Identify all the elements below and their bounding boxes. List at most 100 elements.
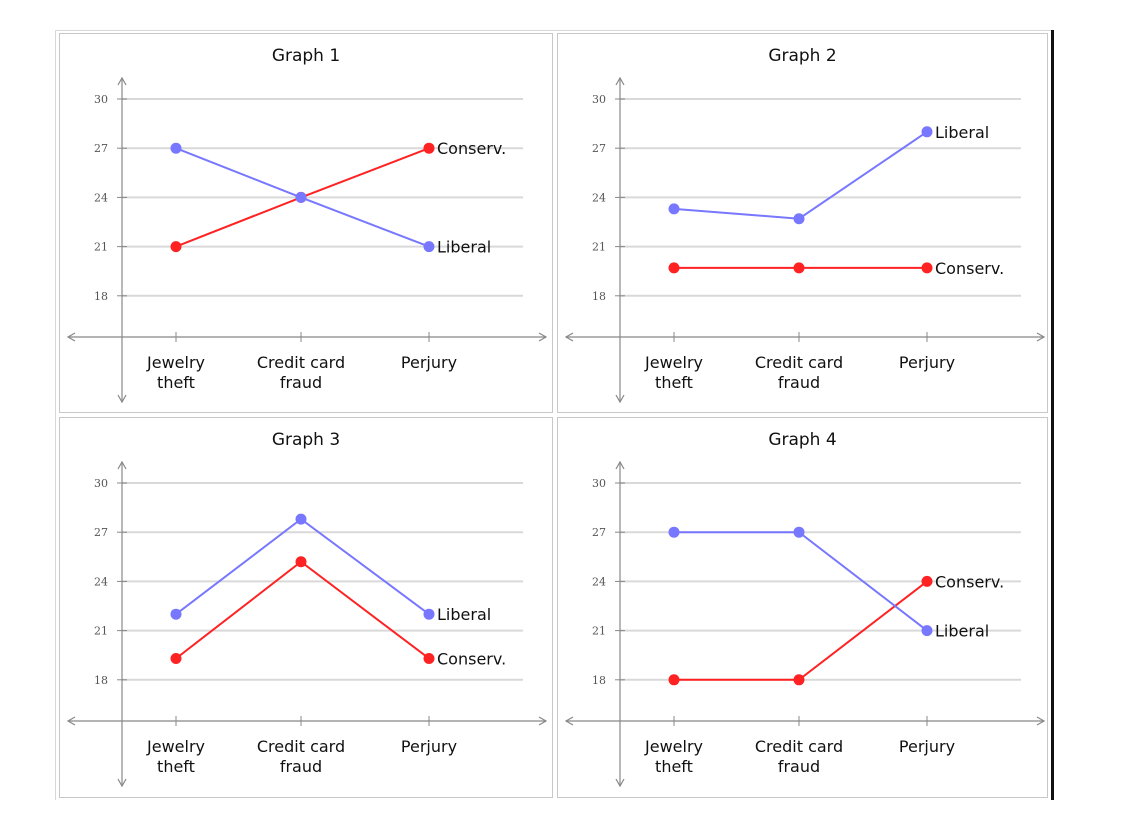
- x-tick-label: Credit card: [257, 737, 345, 756]
- y-axis-arrow-up: [117, 460, 127, 470]
- data-point-conserv: [295, 556, 307, 568]
- x-tick-label: Jewelry: [146, 353, 205, 372]
- data-point-liberal: [295, 513, 307, 525]
- data-point-liberal: [170, 142, 182, 154]
- y-tick-label: 21: [592, 625, 606, 638]
- y-tick-label: 27: [592, 142, 606, 155]
- x-axis-arrow-right: [538, 332, 548, 342]
- x-tick-label: theft: [655, 757, 693, 776]
- graph-panel-2: Graph 2 18 21 24 27 30 Jewelry theft Credit car…: [557, 33, 1048, 413]
- x-tick-label: fraud: [280, 757, 322, 776]
- y-tick-label: 18: [94, 674, 108, 687]
- data-point-conserv: [793, 262, 805, 274]
- graph-panel-1: Graph 1 18 21 24 27 30 Jewelry theft Credit car…: [59, 33, 553, 413]
- data-point-conserv: [793, 674, 805, 686]
- y-tick-label: 24: [592, 575, 606, 588]
- x-axis-arrow-right: [1036, 716, 1046, 726]
- data-point-conserv: [921, 262, 933, 274]
- data-point-liberal: [793, 213, 805, 225]
- data-point-conserv: [170, 652, 182, 664]
- x-axis-arrow-right: [1036, 332, 1046, 342]
- y-tick-label: 27: [94, 526, 108, 539]
- x-tick-label: theft: [655, 373, 693, 392]
- x-axis-arrow-left: [564, 332, 574, 342]
- series-line-conserv: [175, 560, 430, 660]
- x-tick-label: theft: [157, 757, 195, 776]
- graph-panel-3: Graph 3 18 21 24 27 30 Jewelry theft Credit car…: [59, 417, 553, 798]
- y-tick-label: 18: [592, 290, 606, 303]
- y-tick-label: 18: [592, 674, 606, 687]
- data-point-conserv: [668, 674, 680, 686]
- y-tick-label: 18: [94, 290, 108, 303]
- series-label-liberal: Liberal: [935, 123, 989, 142]
- y-tick-label: 30: [592, 93, 606, 106]
- right-border-rule: [1051, 30, 1054, 800]
- data-point-liberal: [295, 191, 307, 203]
- x-tick-label: fraud: [778, 373, 820, 392]
- x-axis-arrow-left: [564, 716, 574, 726]
- data-point-liberal: [423, 241, 435, 253]
- data-point-conserv: [423, 142, 435, 154]
- x-tick-label: Perjury: [401, 353, 457, 372]
- series-label-liberal: Liberal: [437, 238, 491, 257]
- y-tick-label: 30: [94, 93, 108, 106]
- x-tick-label: Perjury: [899, 353, 955, 372]
- x-tick-label: fraud: [778, 757, 820, 776]
- x-tick-label: Perjury: [899, 737, 955, 756]
- series-label-conserv: Conserv.: [437, 649, 506, 668]
- series-label-liberal: Liberal: [437, 605, 491, 624]
- y-axis-arrow-down: [615, 394, 625, 404]
- data-point-liberal: [921, 126, 933, 138]
- y-tick-label: 30: [592, 477, 606, 490]
- graph-panel-4: Graph 4 18 21 24 27 30 Jewelry theft Credit car…: [557, 417, 1048, 798]
- y-tick-label: 27: [592, 526, 606, 539]
- series-label-conserv: Conserv.: [935, 572, 1004, 591]
- y-tick-label: 27: [94, 142, 108, 155]
- y-axis-arrow-up: [615, 460, 625, 470]
- series-line-liberal: [673, 130, 928, 220]
- y-axis-arrow-down: [117, 394, 127, 404]
- x-tick-label: Credit card: [257, 353, 345, 372]
- graph-title: Graph 1: [271, 46, 341, 66]
- x-tick-label: Jewelry: [146, 737, 205, 756]
- y-axis-arrow-up: [117, 76, 127, 86]
- x-tick-label: Perjury: [401, 737, 457, 756]
- x-axis-arrow-left: [66, 716, 76, 726]
- y-axis-arrow-down: [117, 778, 127, 788]
- x-axis-arrow-left: [66, 332, 76, 342]
- data-point-conserv: [423, 652, 435, 664]
- y-tick-label: 21: [94, 625, 108, 638]
- data-point-conserv: [668, 262, 680, 274]
- x-axis-arrow-right: [538, 716, 548, 726]
- series-label-conserv: Conserv.: [935, 259, 1004, 278]
- outer-frame: [55, 30, 1052, 800]
- data-point-liberal: [423, 608, 435, 620]
- x-tick-label: Jewelry: [644, 353, 703, 372]
- x-tick-label: Credit card: [755, 737, 843, 756]
- data-point-conserv: [921, 575, 933, 587]
- x-tick-label: fraud: [280, 373, 322, 392]
- y-tick-label: 21: [592, 241, 606, 254]
- data-point-liberal: [921, 625, 933, 637]
- series-label-liberal: Liberal: [935, 622, 989, 641]
- graph-title: Graph 3: [271, 430, 341, 450]
- y-tick-label: 24: [94, 191, 108, 204]
- y-axis-arrow-down: [615, 778, 625, 788]
- y-tick-label: 30: [94, 477, 108, 490]
- data-point-liberal: [793, 526, 805, 538]
- series-label-conserv: Conserv.: [437, 139, 506, 158]
- data-point-liberal: [668, 526, 680, 538]
- y-tick-label: 21: [94, 241, 108, 254]
- x-tick-label: theft: [157, 373, 195, 392]
- y-axis-arrow-up: [615, 76, 625, 86]
- y-tick-label: 24: [592, 191, 606, 204]
- graph-title: Graph 4: [768, 430, 837, 450]
- data-point-conserv: [170, 241, 182, 253]
- x-tick-label: Credit card: [755, 353, 843, 372]
- data-point-liberal: [170, 608, 182, 620]
